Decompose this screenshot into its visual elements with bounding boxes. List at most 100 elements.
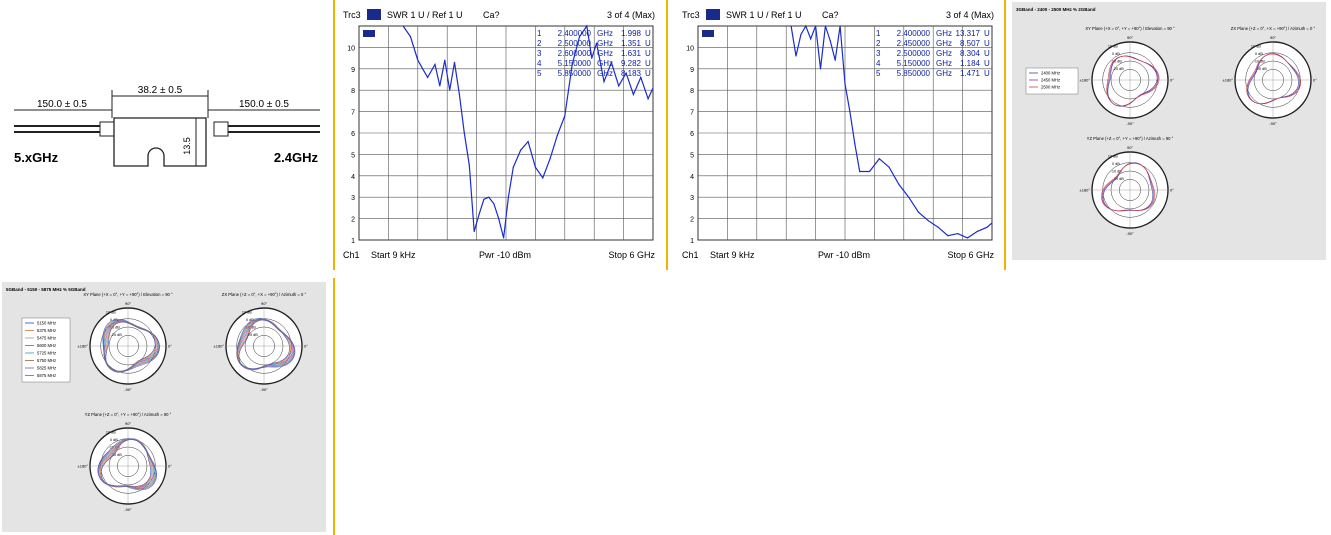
- footer-channel: Ch1: [343, 250, 360, 260]
- data-point: [444, 59, 446, 61]
- pattern-curve: [236, 319, 293, 370]
- angle-label: -90°: [260, 387, 268, 392]
- pattern-curve: [1106, 55, 1160, 107]
- legend-entry: 5875 MHz: [37, 373, 56, 378]
- data-point: [888, 166, 890, 168]
- legend-entry: 5825 MHz: [37, 366, 56, 371]
- polar-panel-5g: 5GBand - 5150 - 5875 MHz % 5GBand 5150 M…: [2, 282, 326, 532]
- angle-label: ±180°: [78, 344, 89, 349]
- marker-value: 8.304: [960, 49, 981, 58]
- ring-label: -20 dB: [247, 333, 259, 337]
- y-tick-label: 6: [690, 131, 694, 138]
- angle-label: ±180°: [214, 344, 225, 349]
- polar-plot-title: ZX Plane (+Z = 0°, +X = +90°) / Azimuth …: [1231, 26, 1316, 31]
- ring-label: 10 dB: [1108, 44, 1118, 48]
- ring-label: -10 dB: [1111, 170, 1123, 174]
- ring-label: -20 dB: [1113, 177, 1125, 181]
- data-point: [591, 57, 593, 59]
- data-point: [409, 36, 412, 38]
- data-point: [468, 164, 470, 166]
- data-point: [868, 170, 871, 173]
- data-point: [844, 83, 846, 85]
- marker-number: 3: [876, 49, 881, 58]
- marker-number: 1: [537, 29, 542, 38]
- y-tick-label: 8: [351, 88, 355, 95]
- marker-freq-unit: GHz: [597, 39, 613, 48]
- polar-plots: XY Plane (+X = 0°, +Y = +90°) / Elevatio…: [1080, 26, 1318, 236]
- footer-power: Pwr -10 dBm: [818, 250, 870, 260]
- cal-label: Ca?: [822, 10, 839, 20]
- data-point: [805, 25, 807, 27]
- polar-plot-title: XY Plane (+X = 0°, +Y = +90°) / Elevatio…: [83, 292, 173, 297]
- polar-plot-title: ZX Plane (+Z = 0°, +X = +90°) / Azimuth …: [222, 292, 307, 297]
- marker-freq-unit: GHz: [936, 29, 952, 38]
- data-point: [878, 158, 880, 160]
- marker-number: 2: [876, 39, 881, 48]
- data-point: [478, 213, 480, 215]
- data-point: [908, 196, 910, 198]
- marker-value-unit: U: [984, 39, 990, 48]
- data-point: [453, 61, 456, 63]
- y-tick-label: 2: [351, 217, 355, 224]
- trace-label: Trc3: [343, 10, 361, 20]
- marker-value: 1.998: [621, 29, 642, 38]
- data-point: [937, 226, 939, 228]
- data-point: [917, 211, 920, 213]
- pattern-curve: [104, 321, 158, 373]
- marker-number: 2: [537, 39, 542, 48]
- angle-label: ±180°: [1080, 78, 1091, 83]
- data-point: [603, 81, 605, 83]
- angle-label: 90°: [125, 421, 131, 426]
- footer-channel: Ch1: [682, 250, 699, 260]
- data-point: [625, 72, 627, 74]
- legend-entry: 5150 MHz: [37, 321, 56, 326]
- data-point: [986, 226, 988, 228]
- label-5ghz: 5.xGHz: [14, 150, 59, 165]
- y-tick-label: 2: [690, 217, 694, 224]
- angle-label: 0°: [168, 344, 172, 349]
- data-point: [652, 87, 654, 89]
- ring-label: -20 dB: [1113, 67, 1125, 71]
- data-point: [498, 218, 500, 220]
- pattern-curve: [236, 317, 296, 370]
- angle-label: 0°: [304, 344, 308, 349]
- marker-freq: 2.500000: [558, 39, 592, 48]
- marker-freq-unit: GHz: [936, 69, 952, 78]
- data-point: [618, 85, 620, 87]
- marker-freq-unit: GHz: [936, 59, 952, 68]
- active-trace-marker: [363, 30, 375, 37]
- data-point: [578, 36, 581, 38]
- y-tick-label: 3: [351, 195, 355, 202]
- panel-title: 3GBand - 2400 - 2500 MHz % 2GBand: [1016, 7, 1096, 12]
- y-tick-label: 7: [690, 110, 694, 117]
- angle-label: 0°: [1170, 188, 1174, 193]
- marker-freq-unit: GHz: [597, 29, 613, 38]
- swr-chart-1-svg: Trc3 SWR 1 U / Ref 1 U Ca? 3 of 4 (Max) …: [343, 9, 655, 260]
- polar-panel-5g-svg: 5GBand - 5150 - 5875 MHz % 5GBand 5150 M…: [6, 287, 309, 512]
- data-point: [507, 196, 510, 198]
- pattern-curve: [103, 321, 159, 372]
- footer-start: Start 9 kHz: [710, 250, 755, 260]
- marker-value-unit: U: [984, 69, 990, 78]
- separator: [666, 0, 668, 270]
- swr-chart-2-svg: Trc3 SWR 1 U / Ref 1 U Ca? 3 of 4 (Max) …: [682, 9, 994, 260]
- swr-chart-2: Trc3 SWR 1 U / Ref 1 U Ca? 3 of 4 (Max) …: [676, 4, 1000, 266]
- legend-entry: 5375 MHz: [37, 328, 56, 333]
- y-tick-label: 10: [686, 45, 694, 52]
- marker-freq: 5.150000: [558, 59, 592, 68]
- y-tick-label: 5: [351, 152, 355, 159]
- angle-label: 90°: [1270, 35, 1276, 40]
- trace-label: Trc3: [682, 10, 700, 20]
- data-point: [402, 25, 404, 27]
- data-point: [800, 33, 802, 36]
- polar-plots: XY Plane (+X = 0°, +Y = +90°) / Elevatio…: [78, 292, 309, 512]
- legend-entry: 2400 MHz: [1041, 71, 1060, 76]
- data-point: [458, 93, 461, 96]
- polar-plot-title: YZ Plane (+Z = 0°, +Y = +90°) / Azimuth …: [85, 412, 172, 417]
- marker-value: 13.317: [956, 29, 981, 38]
- ring-label: 0 dB: [1112, 162, 1120, 166]
- data-point: [632, 93, 634, 96]
- data-point: [502, 237, 505, 239]
- marker-number: 5: [537, 69, 542, 78]
